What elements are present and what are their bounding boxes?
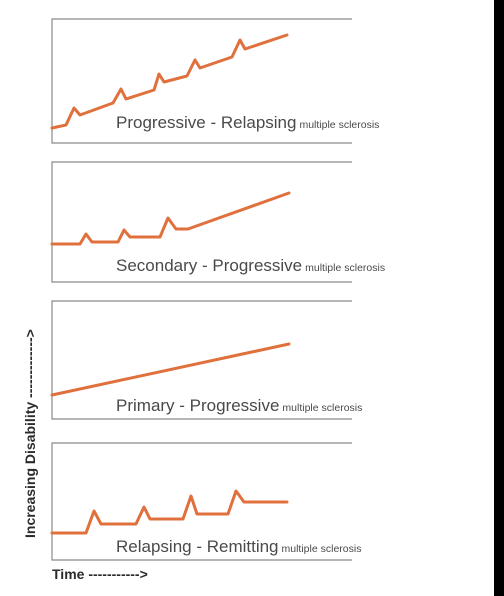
panel-title: Progressive - Relapsing — [116, 113, 297, 132]
panel-qualifier: multiple sclerosis — [281, 543, 362, 555]
panel-frame — [51, 161, 352, 283]
panel-title: Secondary - Progressive — [116, 256, 303, 275]
panel-qualifier: multiple sclerosis — [299, 119, 380, 131]
disability-trace — [50, 33, 289, 130]
panel-frame — [51, 442, 352, 561]
panel-progressive-relapsing — [50, 18, 352, 144]
y-axis-label: Increasing Disability -------------> — [22, 329, 38, 538]
panel-frame — [51, 300, 352, 420]
panel-title: Relapsing - Remitting — [116, 537, 279, 556]
panel-primary-progressive — [50, 300, 352, 420]
panel-frame — [51, 18, 352, 144]
disability-trace — [50, 191, 291, 246]
panel-label-relapsing-remitting: Relapsing - Remitting multiple sclerosis — [116, 537, 361, 557]
panel-label-secondary-progressive: Secondary - Progressive multiple sclerosi… — [116, 256, 385, 276]
panel-label-progressive-relapsing: Progressive - Relapsing multiple sclerosi… — [116, 113, 379, 133]
disability-trace — [50, 489, 289, 535]
panel-label-primary-progressive: Primary - Progressive multiple sclerosis — [116, 396, 362, 416]
panel-secondary-progressive — [50, 161, 352, 283]
panel-qualifier: multiple sclerosis — [305, 262, 386, 274]
disability-trace — [50, 342, 291, 397]
panel-qualifier: multiple sclerosis — [282, 402, 363, 414]
x-axis-label: Time -----------> — [52, 566, 148, 582]
panel-title: Primary - Progressive — [116, 396, 280, 415]
panel-relapsing-remitting — [50, 442, 352, 561]
